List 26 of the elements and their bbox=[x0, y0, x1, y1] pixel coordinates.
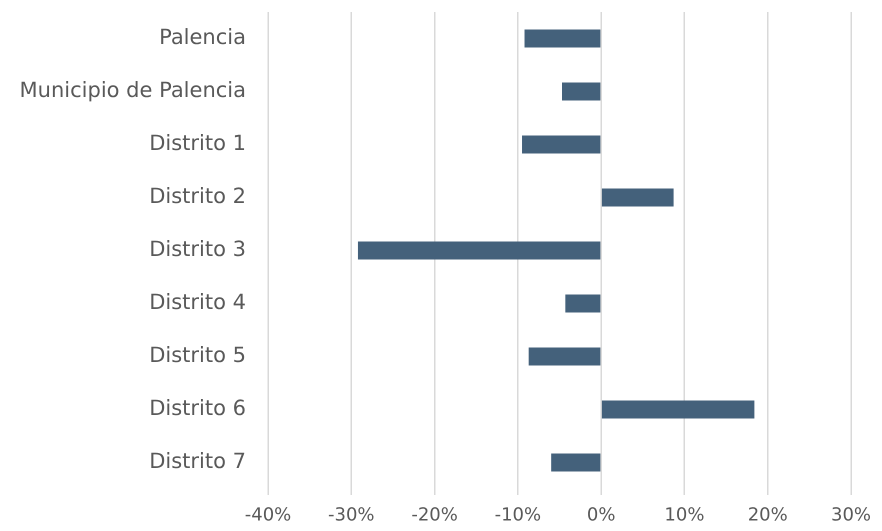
bar bbox=[358, 241, 600, 260]
x-tick-label: -10% bbox=[494, 504, 542, 526]
y-tick-label: Municipio de Palencia bbox=[20, 78, 246, 102]
x-tick-label: -30% bbox=[328, 504, 375, 526]
y-tick-label: Distrito 6 bbox=[149, 396, 246, 420]
bar bbox=[528, 347, 600, 366]
bar bbox=[562, 82, 600, 101]
y-tick-label: Distrito 3 bbox=[149, 236, 246, 261]
x-tick-label: 20% bbox=[748, 504, 788, 526]
bar bbox=[565, 294, 600, 313]
y-tick-label: Distrito 2 bbox=[149, 184, 246, 208]
x-tick-label: 10% bbox=[664, 504, 704, 526]
y-tick-label: Palencia bbox=[159, 24, 246, 49]
bar bbox=[524, 29, 600, 48]
bar bbox=[602, 400, 754, 419]
x-tick-label: 30% bbox=[830, 504, 872, 526]
y-tick-label: Distrito 4 bbox=[149, 290, 246, 314]
x-tick-label: -20% bbox=[411, 504, 458, 526]
y-tick-label: Distrito 7 bbox=[149, 448, 246, 473]
y-tick-label: Distrito 5 bbox=[149, 342, 246, 367]
x-tick-label: -40% bbox=[244, 504, 292, 526]
y-tick-label: Distrito 1 bbox=[149, 130, 246, 155]
bar bbox=[602, 188, 674, 207]
bar bbox=[522, 135, 600, 154]
bar bbox=[551, 453, 600, 472]
x-tick-label: 0% bbox=[586, 504, 616, 526]
